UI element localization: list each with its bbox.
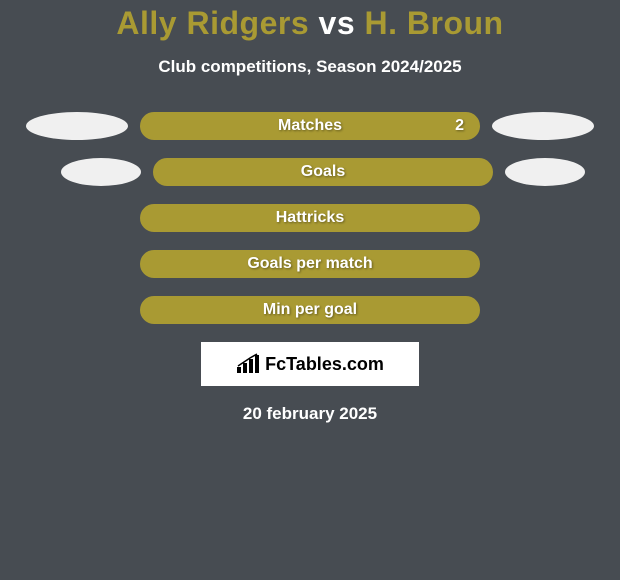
stat-label: Goals — [301, 163, 345, 181]
stat-row-min-per-goal: Min per goal — [0, 296, 620, 324]
spacer — [26, 296, 128, 324]
stat-bar-goals-per-match: Goals per match — [140, 250, 480, 278]
main-container: Ally Ridgers vs H. Broun Club competitio… — [0, 0, 620, 424]
stat-bar-matches: Matches 2 — [140, 112, 480, 140]
stat-label: Min per goal — [263, 301, 357, 319]
stat-label: Hattricks — [276, 209, 344, 227]
spacer — [26, 204, 128, 232]
chart-icon — [236, 353, 262, 375]
spacer — [26, 250, 128, 278]
logo-box[interactable]: FcTables.com — [201, 342, 419, 386]
player1-name: Ally Ridgers — [116, 5, 309, 41]
subtitle: Club competitions, Season 2024/2025 — [0, 57, 620, 77]
stat-row-matches: Matches 2 — [0, 112, 620, 140]
stat-value: 2 — [455, 117, 464, 135]
spacer — [492, 296, 594, 324]
right-value-ellipse — [505, 158, 585, 186]
vs-text: vs — [319, 5, 356, 41]
stat-bar-min-per-goal: Min per goal — [140, 296, 480, 324]
spacer — [492, 204, 594, 232]
date-text: 20 february 2025 — [0, 404, 620, 424]
stat-label: Matches — [278, 117, 342, 135]
spacer — [492, 250, 594, 278]
right-value-ellipse — [492, 112, 594, 140]
stat-row-hattricks: Hattricks — [0, 204, 620, 232]
page-title: Ally Ridgers vs H. Broun — [0, 5, 620, 42]
logo-text: FcTables.com — [265, 354, 384, 375]
player2-name: H. Broun — [365, 5, 504, 41]
stat-row-goals-per-match: Goals per match — [0, 250, 620, 278]
stat-label: Goals per match — [247, 255, 372, 273]
stat-bar-hattricks: Hattricks — [140, 204, 480, 232]
left-value-ellipse — [26, 112, 128, 140]
left-value-ellipse — [61, 158, 141, 186]
stat-bar-goals: Goals — [153, 158, 493, 186]
logo-content: FcTables.com — [236, 353, 384, 375]
stat-row-goals: Goals — [0, 158, 620, 186]
